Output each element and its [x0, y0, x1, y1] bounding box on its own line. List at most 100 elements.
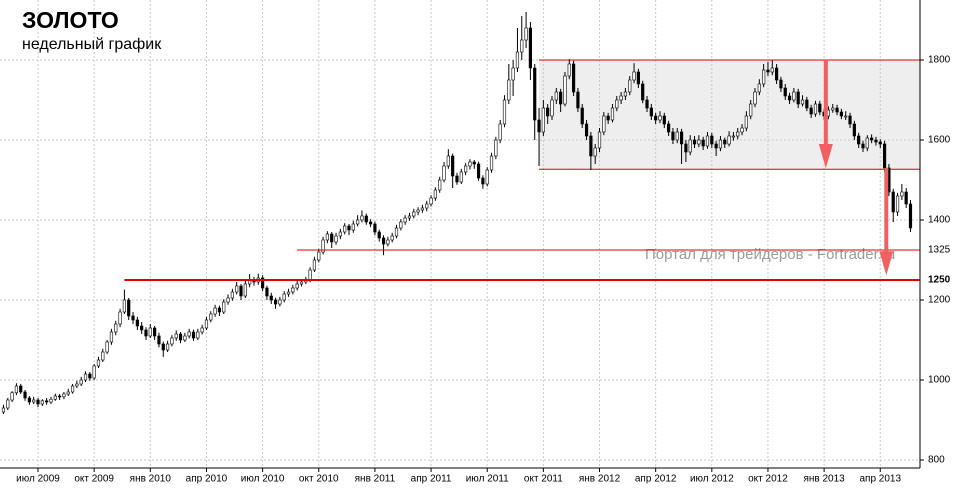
candle-body	[805, 99, 809, 109]
y-tick-label: 1400	[928, 215, 951, 226]
candle-body	[692, 139, 697, 145]
candle-body	[438, 179, 442, 191]
candle-body	[368, 221, 373, 225]
candle-body	[109, 331, 114, 343]
candle-body	[684, 143, 688, 153]
candle-body	[381, 237, 386, 245]
x-tick-label: окт 2010	[299, 474, 339, 485]
candle-body	[412, 211, 416, 217]
x-tick-label: янв 2012	[579, 474, 621, 485]
candle-body	[308, 269, 312, 281]
candle-body	[636, 71, 640, 85]
candle-body	[550, 99, 554, 117]
level-label: 1250	[928, 275, 951, 286]
candle-body	[576, 91, 580, 109]
candle-body	[857, 135, 861, 145]
candle-body	[619, 95, 623, 101]
candle-body	[813, 103, 818, 115]
candle-body	[602, 115, 606, 133]
candle-body	[135, 319, 139, 327]
candle-body	[783, 87, 787, 97]
candle-body	[32, 399, 36, 403]
candle-body	[567, 63, 571, 77]
candle-body	[49, 398, 53, 403]
arrow-head	[818, 144, 833, 168]
candle-body	[312, 259, 317, 271]
candle-body	[118, 311, 122, 325]
y-tick-label: 1000	[928, 375, 951, 386]
candle-body	[559, 91, 563, 105]
candle-body	[265, 287, 269, 297]
x-tick-label: апр 2010	[186, 474, 228, 485]
candle-body	[623, 91, 628, 97]
candle-body	[800, 99, 805, 105]
candle-body	[356, 219, 360, 225]
x-tick-label: апр 2012	[635, 474, 677, 485]
candle-body	[502, 99, 507, 125]
candle-body	[330, 233, 334, 243]
candle-body	[494, 139, 498, 157]
candle-body	[23, 391, 27, 399]
candle-body	[230, 291, 234, 299]
candle-body	[667, 123, 671, 133]
chart-subtitle: недельный график	[22, 36, 162, 53]
candle-body	[904, 191, 908, 205]
candle-body	[584, 123, 589, 137]
candle-body	[641, 83, 645, 101]
candle-body	[209, 313, 213, 321]
candle-body	[597, 131, 602, 149]
candle-body	[6, 399, 10, 409]
candle-body	[317, 251, 321, 261]
y-tick-label: 1600	[928, 135, 951, 146]
candle-body	[442, 165, 446, 181]
candle-body	[36, 399, 40, 405]
candle-body	[839, 111, 843, 117]
candle-body	[429, 197, 433, 205]
range-box	[539, 60, 920, 170]
candle-body	[900, 191, 904, 197]
candle-body	[472, 161, 476, 165]
candle-body	[744, 115, 748, 129]
candle-body	[351, 223, 355, 231]
candle-body	[533, 67, 537, 121]
candle-body	[882, 143, 887, 169]
candle-body	[243, 283, 247, 297]
candle-body	[101, 351, 105, 361]
candle-body	[373, 223, 377, 233]
candle-body	[489, 155, 494, 171]
candle-body	[377, 231, 381, 239]
candle-body	[178, 333, 183, 341]
candle-body	[485, 169, 489, 185]
candle-body	[628, 79, 632, 93]
candle-body	[1, 407, 6, 413]
candle-body	[572, 63, 576, 93]
x-tick-label: июл 2009	[16, 474, 60, 485]
candle-body	[165, 343, 170, 351]
candle-body	[157, 335, 161, 345]
candle-body	[870, 137, 874, 141]
candle-body	[589, 135, 593, 157]
candle-body	[723, 139, 727, 145]
candle-body	[498, 123, 502, 141]
candle-body	[749, 103, 753, 117]
x-tick-label: июл 2010	[241, 474, 285, 485]
candle-body	[654, 115, 658, 121]
candle-body	[818, 103, 822, 113]
candle-body	[79, 379, 83, 385]
candle-body	[645, 99, 649, 109]
candle-body	[507, 79, 511, 101]
candle-body	[455, 175, 459, 183]
candle-body	[10, 392, 14, 401]
candle-body	[338, 231, 342, 237]
candle-body	[688, 139, 692, 153]
candle-body	[183, 335, 187, 341]
candle-body	[19, 385, 23, 393]
candle-body	[511, 67, 515, 81]
candle-body	[835, 107, 839, 113]
candle-body	[895, 195, 900, 213]
chart-title: ЗОЛОТО	[22, 7, 119, 33]
candle-body	[235, 285, 239, 293]
candle-body	[66, 391, 70, 395]
candle-body	[222, 301, 226, 313]
candle-body	[27, 397, 31, 403]
